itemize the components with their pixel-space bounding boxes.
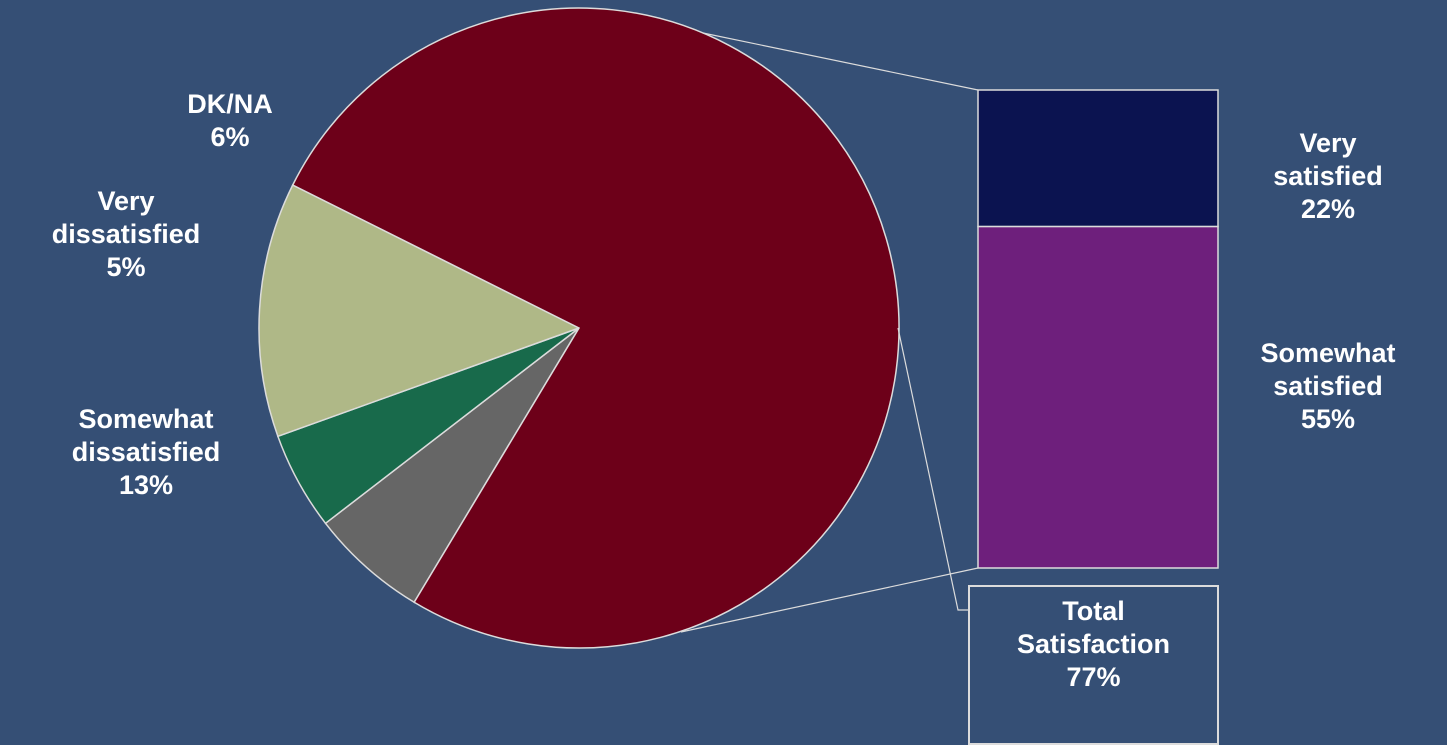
label-somewhat-dissatisfied-value: 13% bbox=[118, 470, 174, 500]
pie-slice-dk-na bbox=[324, 327, 580, 604]
label-very-dissatisfied-line1: Very bbox=[97, 186, 155, 216]
bar-segment-somewhat-satisfied bbox=[977, 225, 1219, 569]
label-total-value: 77% bbox=[1066, 662, 1121, 692]
label-total-satisfaction: Total Satisfaction 77% bbox=[968, 595, 1219, 694]
label-very-satisfied-line1: Very bbox=[1299, 128, 1357, 158]
label-somewhat-satisfied: Somewhat satisfied 55% bbox=[1218, 337, 1438, 436]
label-dkna-value: 6% bbox=[210, 122, 250, 152]
connector-line-top bbox=[702, 32, 979, 91]
label-very-satisfied-line2: satisfied bbox=[1273, 161, 1383, 191]
pie-slice-somewhat-dissatisfied bbox=[258, 183, 581, 438]
pie-slice-total-satisfaction bbox=[291, 7, 900, 649]
total-leader-line bbox=[897, 327, 968, 611]
label-total-line1: Total bbox=[1062, 596, 1125, 626]
label-total-line2: Satisfaction bbox=[1016, 629, 1171, 659]
label-somewhat-satisfied-line2: satisfied bbox=[1273, 371, 1383, 401]
label-very-dissatisfied: Very dissatisfied 5% bbox=[0, 185, 252, 284]
bar-segment-very-satisfied bbox=[977, 89, 1219, 228]
label-somewhat-satisfied-line1: Somewhat bbox=[1260, 338, 1396, 368]
label-very-satisfied-value: 22% bbox=[1300, 194, 1356, 224]
label-somewhat-dissatisfied: Somewhat dissatisfied 13% bbox=[20, 403, 272, 502]
label-somewhat-dissatisfied-line1: Somewhat bbox=[78, 404, 214, 434]
label-very-dissatisfied-line2: dissatisfied bbox=[51, 219, 201, 249]
label-somewhat-dissatisfied-line2: dissatisfied bbox=[71, 437, 221, 467]
label-dkna: DK/NA 6% bbox=[140, 88, 320, 154]
label-very-satisfied: Very satisfied 22% bbox=[1218, 127, 1438, 226]
label-somewhat-satisfied-value: 55% bbox=[1300, 404, 1356, 434]
label-dkna-name: DK/NA bbox=[187, 89, 273, 119]
label-very-dissatisfied-value: 5% bbox=[106, 252, 146, 282]
connector-line-bottom bbox=[680, 567, 979, 633]
